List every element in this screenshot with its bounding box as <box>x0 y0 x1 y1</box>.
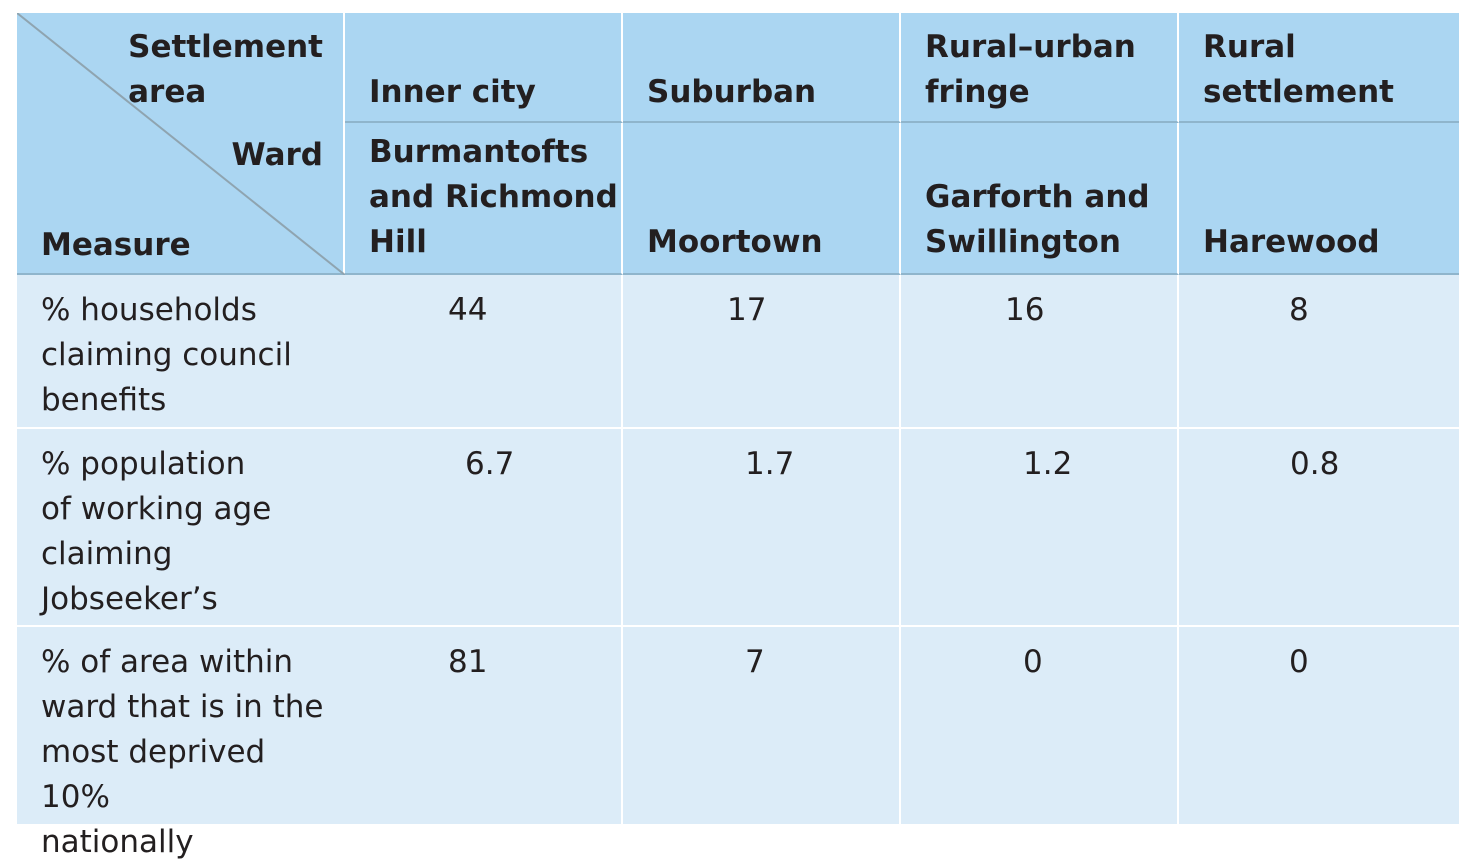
value-cell: 17 <box>623 275 901 429</box>
settlement-area-label: Rural settlement <box>1203 29 1394 110</box>
ward-cell: Garforth and Swillington <box>901 123 1179 275</box>
settlement-area-label: Inner city <box>369 74 536 110</box>
value-cell: 1.7 <box>623 429 901 627</box>
value-text: 17 <box>727 292 767 328</box>
value-text: 1.7 <box>745 446 795 482</box>
value-text: 0 <box>1289 644 1309 680</box>
value-cell: 1.2 <box>901 429 1179 627</box>
settlement-area-cell: Suburban <box>623 13 901 123</box>
ward-label: Garforth and Swillington <box>925 179 1150 260</box>
settlement-area-label: Rural–urban fringe <box>925 29 1136 110</box>
ward-cell: Moortown <box>623 123 901 275</box>
value-text: 7 <box>745 644 765 680</box>
table-grid: Settlement area Ward Measure Inner city … <box>17 13 1459 860</box>
ward-label: Harewood <box>1203 224 1380 260</box>
value-text: 44 <box>448 292 488 328</box>
ward-label: Moortown <box>647 224 823 260</box>
value-cell: 16 <box>901 275 1179 429</box>
settlement-area-cell: Rural–urban fringe <box>901 13 1179 123</box>
corner-header-cell: Settlement area Ward Measure <box>17 13 345 275</box>
value-cell: 81 <box>345 627 623 824</box>
settlement-area-label: Suburban <box>647 74 817 110</box>
measure-heading: Measure <box>41 227 191 263</box>
value-cell: 6.7 <box>345 429 623 627</box>
measure-label-cell: % of area within ward that is in the mos… <box>17 627 345 860</box>
value-text: 6.7 <box>465 446 515 482</box>
value-text: 0 <box>1023 644 1043 680</box>
value-text: 1.2 <box>1023 446 1073 482</box>
value-cell: 0.8 <box>1179 429 1459 627</box>
settlement-area-cell: Inner city <box>345 13 623 123</box>
value-text: 81 <box>448 644 488 680</box>
ward-label: Burmantofts and Richmond Hill <box>369 134 618 260</box>
value-cell: 0 <box>901 627 1179 824</box>
value-text: 8 <box>1289 292 1309 328</box>
value-cell: 7 <box>623 627 901 824</box>
data-table: Settlement area Ward Measure Inner city … <box>17 13 1459 860</box>
value-text: 16 <box>1005 292 1045 328</box>
value-cell: 8 <box>1179 275 1459 429</box>
ward-cell: Harewood <box>1179 123 1459 275</box>
measure-label-cell: % households claiming council benefits <box>17 275 345 429</box>
value-text: 0.8 <box>1290 446 1340 482</box>
ward-cell: Burmantofts and Richmond Hill <box>345 123 623 275</box>
settlement-area-cell: Rural settlement <box>1179 13 1459 123</box>
corner-diagonal-line <box>17 13 345 275</box>
ward-heading: Ward <box>231 137 324 173</box>
value-cell: 44 <box>345 275 623 429</box>
measure-label-cell: % population of working age claiming Job… <box>17 429 345 662</box>
value-cell: 0 <box>1179 627 1459 824</box>
settlement-area-heading: Settlement area <box>128 29 323 110</box>
